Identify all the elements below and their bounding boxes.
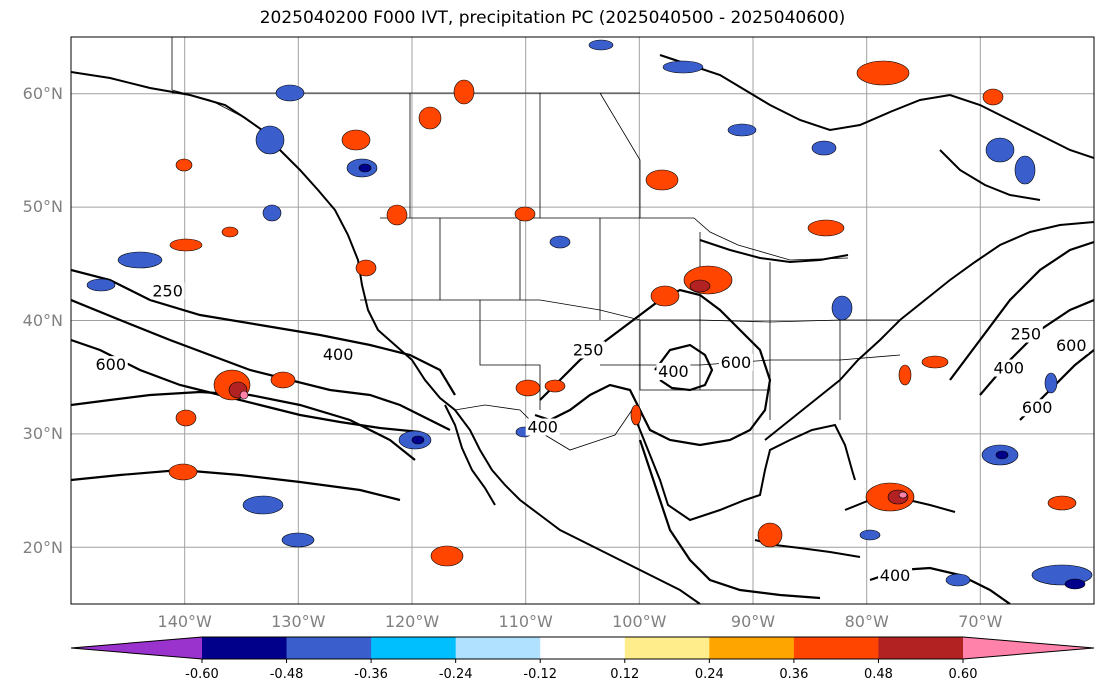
ivt-contour-label: 250 <box>573 340 604 359</box>
lat-label: 40°N <box>23 311 63 330</box>
contour-label-bg <box>321 345 356 363</box>
colorbar-bin <box>286 637 372 659</box>
contour-label-bg <box>1020 399 1055 417</box>
lon-label: 110°W <box>499 612 554 631</box>
ivt-contour-label: 600 <box>721 353 752 372</box>
ivt-contour-label: 250 <box>1011 325 1042 344</box>
contour-label-bg <box>1054 336 1089 354</box>
ivt-contour-label: 400 <box>527 417 558 436</box>
lon-label: 140°W <box>158 612 213 631</box>
colorbar-tick-label: 0.36 <box>779 667 808 682</box>
colorbar-tick-label: 0.12 <box>610 667 639 682</box>
lat-label: 60°N <box>23 84 63 103</box>
colorbar-tick-label: 0.60 <box>949 667 978 682</box>
colorbar-tick-label: 0.48 <box>864 667 893 682</box>
ivt-contour-label: 400 <box>323 345 354 364</box>
lat-label: 20°N <box>23 538 63 557</box>
colorbar: -0.60 -0.48 -0.36 -0.24 -0.12 0.12 0.24 0.36 0.4… <box>70 636 1095 682</box>
ivt-contour-labels: 250 600 400 250 400 400 600 250 400 600 600 400 <box>93 281 1089 585</box>
map-area: 250 600 400 250 400 400 600 250 400 600 600 400 <box>71 37 1094 604</box>
colorbar-bin <box>878 637 964 659</box>
lon-label: 80°W <box>845 612 889 631</box>
colorbar-tick-label: -0.24 <box>439 667 473 682</box>
colorbar-under-extension <box>71 637 202 659</box>
colorbar-tick-label: -0.12 <box>523 667 557 682</box>
ivt-contour-label: 600 <box>1056 336 1087 355</box>
lat-label: 50°N <box>23 197 63 216</box>
graticule <box>71 37 1094 604</box>
lat-label: 30°N <box>23 424 63 443</box>
map-frame <box>70 36 1095 605</box>
colorbar-tick-label: -0.48 <box>270 667 304 682</box>
latitude-labels: 60°N 50°N 40°N 30°N 20°N <box>23 84 63 557</box>
contour-label-bg <box>571 341 606 359</box>
contour-label-bg <box>991 359 1026 377</box>
colorbar-bin <box>455 637 541 659</box>
colorbar-tick-label: 0.24 <box>695 667 724 682</box>
plot-title: 2025040200 F000 IVT, precipitation PC (2… <box>259 8 846 28</box>
ivt-contour-label: 400 <box>880 566 911 585</box>
lon-label: 120°W <box>385 612 440 631</box>
ivt-contour-label: 400 <box>993 359 1024 378</box>
contour-label-bg <box>93 356 128 374</box>
lon-label: 70°W <box>958 612 1002 631</box>
contour-label-bg <box>150 282 185 300</box>
ivt-contour-label: 250 <box>152 281 183 300</box>
colorbar-bin <box>624 637 710 659</box>
ivt-contour-label: 400 <box>658 362 689 381</box>
lon-label: 90°W <box>731 612 775 631</box>
contour-label-bg <box>525 418 560 436</box>
ivt-contour-label: 600 <box>1022 398 1053 417</box>
ivt-contour-label: 600 <box>96 355 127 374</box>
contour-label-bg <box>656 362 691 380</box>
colorbar-bin <box>709 637 795 659</box>
colorbar-bin <box>371 637 457 659</box>
longitude-labels: 140°W 130°W 120°W 110°W 100°W 90°W 80°W … <box>158 612 1003 631</box>
colorbar-tick-label: -0.60 <box>185 667 219 682</box>
contour-label-bg <box>1008 325 1043 343</box>
colorbar-tick-label: -0.36 <box>354 667 388 682</box>
colorbar-bin <box>793 637 879 659</box>
colorbar-bin <box>202 637 288 659</box>
precip-negative <box>86 39 1093 590</box>
lon-label: 130°W <box>271 612 326 631</box>
colorbar-bin <box>540 637 626 659</box>
precip-positive <box>168 60 1077 567</box>
contour-label-bg <box>718 353 753 371</box>
colorbar-over-extension <box>963 637 1094 659</box>
contour-label-bg <box>878 567 913 585</box>
lon-label: 100°W <box>612 612 667 631</box>
